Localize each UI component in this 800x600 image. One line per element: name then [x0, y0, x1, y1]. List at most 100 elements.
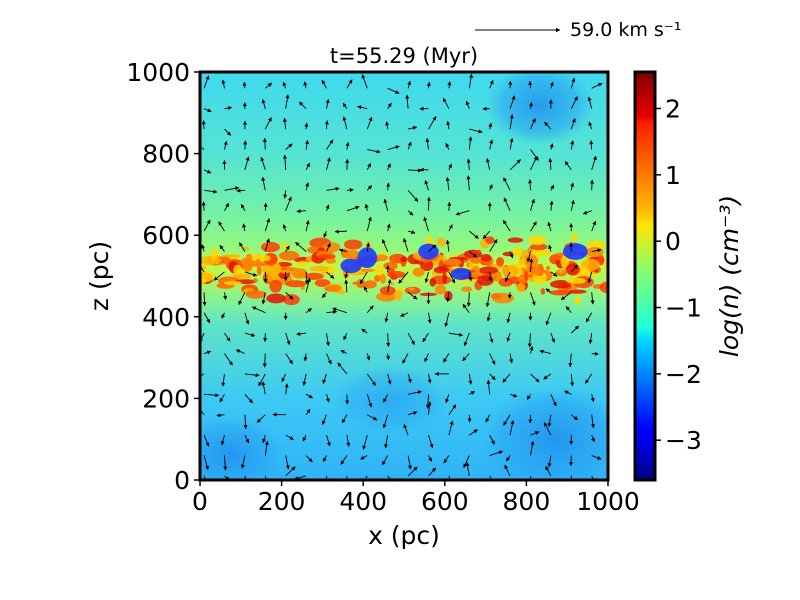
- low-density-bubble-lower-middle: [330, 365, 450, 435]
- velocity-arrow: [530, 118, 536, 130]
- velocity-arrow: [504, 464, 511, 477]
- dense-clump: [390, 282, 395, 286]
- velocity-arrow: [387, 145, 400, 150]
- velocity-arrow: [305, 393, 314, 399]
- velocity-arrow: [489, 139, 494, 150]
- velocity-arrow: [485, 158, 491, 171]
- velocity-arrow: [447, 81, 452, 89]
- velocity-arrow: [530, 292, 536, 306]
- velocity-arrow: [488, 184, 493, 191]
- dense-clump: [374, 275, 381, 282]
- velocity-arrow: [386, 182, 391, 191]
- velocity-arrow: [282, 81, 287, 89]
- dense-clump: [566, 263, 580, 276]
- velocity-arrow: [530, 198, 535, 211]
- colorbar-tick-label: −3: [665, 426, 702, 455]
- velocity-arrow: [224, 106, 233, 111]
- dense-clump: [218, 256, 231, 264]
- velocity-arrow: [325, 394, 330, 403]
- velocity-arrow: [445, 143, 450, 150]
- velocity-arrow: [407, 230, 416, 235]
- dense-clump: [484, 236, 495, 244]
- velocity-arrow: [240, 203, 246, 211]
- dense-clump: [309, 265, 329, 272]
- dense-clump: [501, 264, 520, 277]
- velocity-arrow: [545, 465, 552, 477]
- velocity-arrow: [366, 353, 371, 361]
- dense-clump: [387, 268, 395, 276]
- velocity-arrow: [468, 73, 474, 89]
- velocity-arrow: [588, 333, 593, 345]
- velocity-arrow: [549, 200, 554, 211]
- dense-clump: [412, 267, 425, 277]
- velocity-arrow: [285, 143, 293, 150]
- velocity-arrow: [443, 353, 450, 363]
- dense-clump: [507, 237, 524, 243]
- velocity-arrow: [568, 353, 573, 368]
- velocity-arrow: [588, 121, 593, 130]
- velocity-arrow: [201, 120, 206, 130]
- velocity-arrow: [305, 277, 311, 293]
- x-axis-label: x (pc): [368, 521, 440, 550]
- velocity-arrow: [203, 75, 210, 89]
- velocity-arrow: [361, 74, 368, 89]
- dense-clump: [278, 250, 300, 261]
- dense-clump: [233, 264, 242, 275]
- velocity-arrow: [362, 434, 368, 450]
- dense-clump: [364, 280, 377, 289]
- velocity-arrow: [502, 373, 511, 383]
- y-tick-label: 1000: [126, 58, 190, 87]
- velocity-arrow: [548, 157, 553, 170]
- dense-clump: [476, 249, 481, 253]
- velocity-arrow: [545, 288, 552, 293]
- velocity-arrow: [447, 201, 452, 211]
- velocity-arrow: [486, 312, 491, 322]
- colorbar-tick-label: 2: [665, 94, 681, 123]
- dense-clump: [557, 269, 564, 274]
- velocity-arrow: [258, 373, 266, 387]
- velocity-arrow: [398, 271, 409, 284]
- velocity-arrow: [489, 79, 494, 89]
- velocity-arrow: [387, 102, 392, 109]
- dense-clump: [516, 283, 526, 293]
- velocity-arrow: [428, 455, 433, 462]
- velocity-arrow: [218, 221, 225, 232]
- velocity-arrow: [322, 455, 327, 463]
- velocity-arrow: [386, 333, 391, 347]
- velocity-arrow: [444, 312, 450, 328]
- velocity-arrow: [528, 80, 533, 89]
- dense-clump: [285, 280, 307, 288]
- velocity-arrow: [303, 81, 308, 89]
- colorbar-tick-label: 1: [665, 161, 681, 190]
- velocity-arrow: [366, 242, 371, 252]
- dense-clump: [512, 246, 523, 258]
- velocity-arrow: [381, 455, 389, 466]
- velocity-arrow: [221, 79, 226, 89]
- velocity-arrow: [486, 379, 491, 395]
- dense-clump: [238, 273, 252, 279]
- velocity-arrow: [530, 431, 540, 436]
- velocity-arrow: [509, 95, 516, 109]
- velocity-arrow: [256, 414, 266, 423]
- dense-clump: [480, 253, 492, 262]
- dense-clump: [570, 232, 578, 242]
- velocity-arrow: [366, 305, 374, 314]
- velocity-arrow: [367, 414, 378, 421]
- velocity-arrow: [448, 224, 453, 232]
- velocity-arrow: [530, 373, 540, 383]
- velocity-arrow: [203, 350, 212, 355]
- velocity-arrow: [366, 162, 372, 171]
- low-density-bubble-bottom-left: [200, 415, 285, 480]
- low-density-cavity: [357, 247, 378, 268]
- dense-clump: [280, 269, 290, 274]
- dense-clump: [400, 256, 408, 263]
- velocity-arrow: [505, 455, 511, 462]
- velocity-arrow: [383, 198, 389, 211]
- velocity-arrow: [387, 163, 391, 171]
- velocity-arrow: [361, 328, 368, 334]
- velocity-arrow: [485, 292, 491, 308]
- velocity-arrow: [342, 102, 348, 109]
- velocity-arrow: [503, 197, 511, 211]
- velocity-arrow: [570, 475, 573, 480]
- quiver-key-label: 59.0 km s⁻¹: [570, 19, 681, 41]
